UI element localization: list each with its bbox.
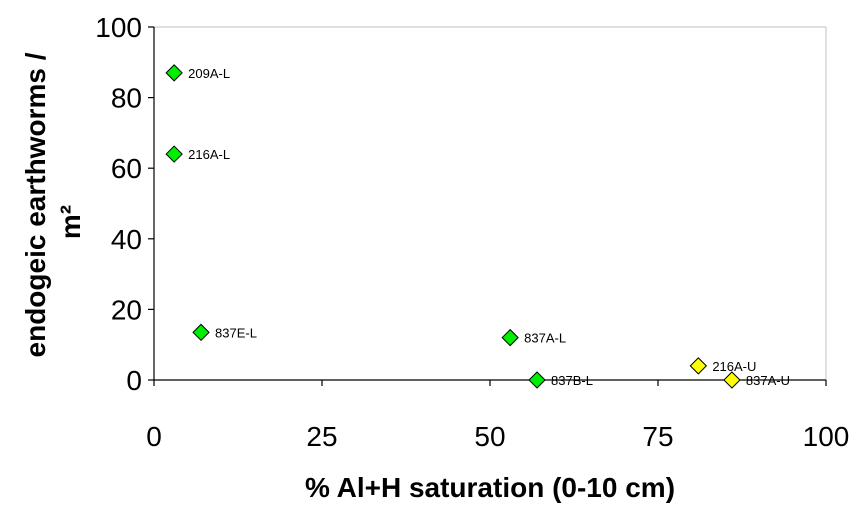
axes <box>148 26 827 386</box>
y-tick-label: 60 <box>111 153 142 184</box>
x-tick-label: 0 <box>146 421 162 452</box>
data-point-label: 216A-U <box>712 359 756 374</box>
data-points: 209A-L 216A-L 837E-L 837A-L 837B-L 216A-U837A… <box>165 64 790 389</box>
y-tick-label: 100 <box>95 12 142 43</box>
data-point-label: 209A-L <box>188 66 230 81</box>
data-point <box>192 323 210 342</box>
tick-labels: 0 20 40 60 80 100 0 25 50 75 100 <box>95 12 849 452</box>
x-tick-label: 50 <box>474 421 505 452</box>
x-axis-title: % Al+H saturation (0-10 cm) <box>305 472 675 503</box>
x-tick-label: 75 <box>642 421 673 452</box>
data-point-label: 837A-L <box>524 331 566 346</box>
data-point <box>528 371 546 389</box>
y-tick-label: 0 <box>126 365 142 396</box>
data-point <box>501 328 519 347</box>
x-tick-label: 25 <box>306 421 337 452</box>
data-point-label: 837A-U <box>746 373 790 388</box>
y-tick-label: 20 <box>111 294 142 325</box>
data-point-label: 216A-L <box>188 147 230 162</box>
y-tick-label: 80 <box>111 83 142 114</box>
y-axis-title-line2: m² <box>55 205 86 239</box>
data-point <box>165 64 183 82</box>
data-point <box>723 371 741 389</box>
x-tick-label: 100 <box>803 421 850 452</box>
data-point <box>165 145 183 163</box>
data-point <box>689 357 708 375</box>
data-point-label: 837B-L <box>551 373 593 388</box>
y-tick-label: 40 <box>111 224 142 255</box>
data-point-label: 837E-L <box>215 325 257 340</box>
plot-frame <box>154 26 827 380</box>
y-axis-title-line1: endogeic earthworms / <box>20 52 51 357</box>
